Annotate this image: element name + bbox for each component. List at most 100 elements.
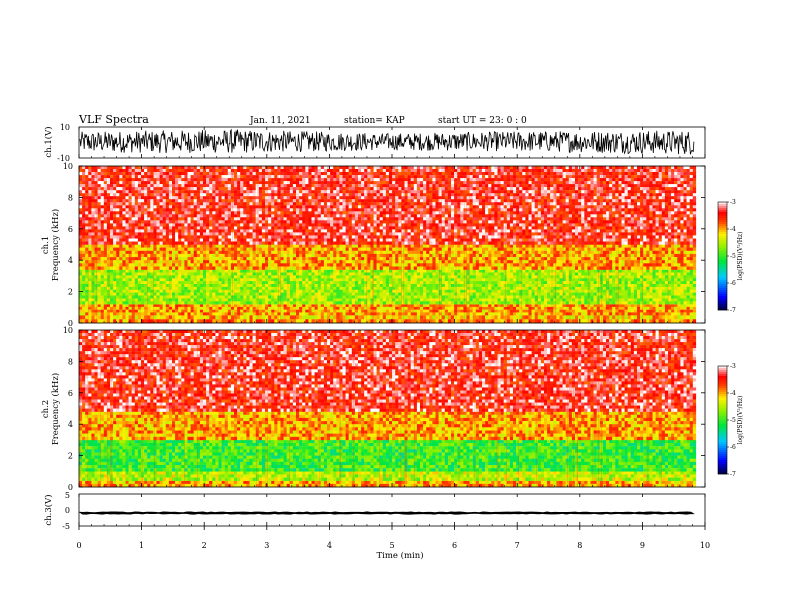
spectrogram-cell (476, 301, 479, 304)
spectrogram-cell (215, 254, 218, 257)
spectrogram-cell (336, 304, 339, 307)
spectrogram-cell (516, 257, 519, 260)
spectrogram-cell (569, 270, 572, 273)
spectrogram-cell (194, 298, 197, 301)
spectrogram-cell (498, 275, 501, 278)
spectrogram-cell (380, 310, 383, 313)
spectrogram-cell (510, 260, 513, 263)
spectrogram-cell (197, 254, 200, 257)
spectrogram-cell (442, 275, 445, 278)
spectrogram-cell (584, 310, 587, 313)
spectrogram-cell (215, 298, 218, 301)
spectrogram-cell (324, 296, 327, 299)
spectrogram-cell (330, 270, 333, 273)
spectrogram-cell (463, 296, 466, 299)
spectrogram-cell (575, 310, 578, 313)
spectrogram-cell (662, 281, 665, 284)
spectrogram-cell (259, 273, 262, 276)
spectrogram-cell (327, 310, 330, 313)
spectrogram-cell (212, 270, 215, 273)
spectrogram-cell (256, 257, 259, 260)
spectrogram-cell (200, 278, 203, 281)
spectrogram-cell (501, 310, 504, 313)
spectrogram-cell (141, 304, 144, 307)
spectrogram-cell (522, 293, 525, 296)
spectrogram-cell (491, 257, 494, 260)
spectrogram-cell (519, 310, 522, 313)
spectrogram-cell (594, 304, 597, 307)
spectrogram-cell (101, 284, 104, 287)
spectrogram-cell (194, 284, 197, 287)
spectrogram-cell (482, 254, 485, 257)
spectrogram-cell (575, 301, 578, 304)
spectrogram-cell (150, 273, 153, 276)
spectrogram-cell (166, 312, 169, 315)
spectrogram-cell (498, 284, 501, 287)
spectrogram-cell (392, 251, 395, 254)
spectrogram-cell (628, 284, 631, 287)
spectrogram-cell (622, 315, 625, 319)
spectrogram-cell (271, 254, 274, 257)
spectrogram-cell (160, 304, 163, 307)
spectrogram-cell (417, 270, 420, 273)
spectrogram-cell (281, 310, 284, 313)
spectrogram-cell (525, 263, 528, 266)
spectrogram-cell (603, 290, 606, 293)
spectrogram-cell (479, 307, 482, 310)
spectrogram-cell (513, 257, 516, 260)
spectrogram-cell (184, 304, 187, 307)
spectrogram-cell (330, 260, 333, 263)
spectrogram-cell (367, 254, 370, 257)
spectrogram-cell (203, 293, 206, 296)
spectrogram-cell (225, 245, 228, 248)
spectrogram-cell (169, 273, 172, 276)
spectrogram-cell (116, 251, 119, 254)
spectrogram-cell (315, 301, 318, 304)
spectrogram-cell (445, 281, 448, 284)
spectrogram-cell (268, 257, 271, 260)
spectrogram-cell (274, 278, 277, 281)
spectrogram-cell (308, 312, 311, 315)
spectrogram-cell (646, 301, 649, 304)
spectrogram-cell (445, 290, 448, 293)
spectrogram-cell (138, 263, 141, 266)
spectrogram-cell (420, 270, 423, 273)
spectrogram-cell (516, 284, 519, 287)
spectrogram-cell (209, 260, 212, 263)
spectrogram-cell (110, 296, 113, 299)
spectrogram-cell (463, 248, 466, 251)
spectrogram-cell (144, 254, 147, 257)
spectrogram-cell (609, 296, 612, 299)
spectrogram-cell (222, 248, 225, 251)
spectrogram-cell (383, 263, 386, 266)
spectrogram-cell (532, 287, 535, 290)
spectrogram-cell (302, 290, 305, 293)
spectrogram-cell (442, 260, 445, 263)
spectrogram-cell (212, 293, 215, 296)
spectrogram-cell (243, 245, 246, 248)
spectrogram-cell (656, 245, 659, 248)
spectrogram-cell (287, 310, 290, 313)
spectrogram-cell (274, 248, 277, 251)
spectrogram-cell (405, 278, 408, 281)
spectrogram-cell (253, 287, 256, 290)
spectrogram-cell (612, 296, 615, 299)
spectrogram-cell (339, 296, 342, 299)
spectrogram-cell (584, 312, 587, 315)
spectrogram-cell (237, 281, 240, 284)
spectrogram-cell (442, 310, 445, 313)
spectrogram-cell (141, 251, 144, 254)
spectrogram-cell (330, 307, 333, 310)
spectrogram-cell (429, 254, 432, 257)
spectrogram-cell (535, 254, 538, 257)
spectrogram-cell (532, 298, 535, 301)
spectrogram-cell (591, 260, 594, 263)
spectrogram-cell (423, 301, 426, 304)
spectrogram-cell (104, 290, 107, 293)
spectrogram-cell (299, 257, 302, 260)
spectrogram-cell (622, 301, 625, 304)
spectrogram-cell (113, 312, 116, 315)
spectrogram-cell (677, 296, 680, 299)
spectrogram-cell (646, 310, 649, 313)
spectrogram-cell (584, 251, 587, 254)
